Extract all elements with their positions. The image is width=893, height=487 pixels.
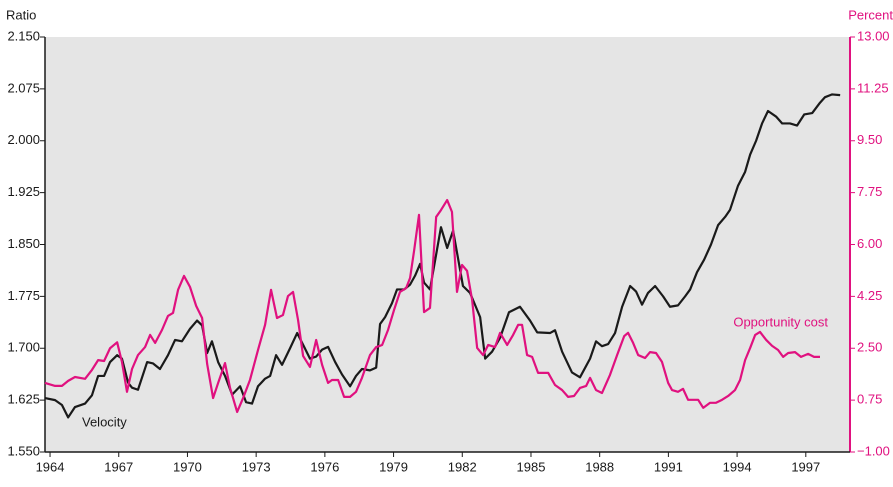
y2-tick-label: 6.00 bbox=[857, 236, 882, 251]
x-tick-label: 1964 bbox=[36, 459, 65, 474]
y2-tick-label: 7.75 bbox=[857, 184, 882, 199]
y2-tick-label: 2.50 bbox=[857, 340, 882, 355]
y-tick-label: 1.925 bbox=[7, 184, 40, 199]
x-tick-label: 1979 bbox=[379, 459, 408, 474]
y2-tick-label: 9.50 bbox=[857, 132, 882, 147]
x-tick-label: 1994 bbox=[723, 459, 752, 474]
x-tick-label: 1970 bbox=[173, 459, 202, 474]
y-tick-label: 2.075 bbox=[7, 80, 40, 95]
y2-tick-label: 13.00 bbox=[857, 28, 890, 43]
y2-axis-label: Percent bbox=[848, 7, 893, 22]
x-tick-label: 1967 bbox=[104, 459, 133, 474]
y-axis-label: Ratio bbox=[6, 7, 36, 22]
y-tick-label: 2.000 bbox=[7, 132, 40, 147]
y-tick-label: 1.550 bbox=[7, 443, 40, 458]
y2-tick-label: 11.25 bbox=[857, 80, 889, 95]
x-tick-label: 1985 bbox=[517, 459, 546, 474]
x-tick-label: 1988 bbox=[585, 459, 614, 474]
x-tick-label: 1997 bbox=[791, 459, 820, 474]
x-tick-label: 1982 bbox=[448, 459, 477, 474]
y-tick-label: 1.700 bbox=[7, 340, 40, 355]
y-tick-label: 2.150 bbox=[7, 28, 40, 43]
series-line bbox=[44, 198, 820, 414]
series-line bbox=[44, 93, 841, 419]
y2-tick-label: −1.00 bbox=[857, 443, 890, 458]
series-label: Opportunity cost bbox=[733, 314, 828, 329]
y-tick-label: 1.850 bbox=[7, 236, 40, 251]
series-label: Velocity bbox=[82, 414, 127, 429]
x-tick-label: 1991 bbox=[654, 459, 683, 474]
x-tick-label: 1976 bbox=[310, 459, 339, 474]
x-tick-label: 1973 bbox=[242, 459, 271, 474]
y-tick-label: 1.625 bbox=[7, 392, 40, 407]
y2-tick-label: 0.75 bbox=[857, 392, 882, 407]
y-tick-label: 1.775 bbox=[7, 288, 40, 303]
y2-tick-label: 4.25 bbox=[857, 288, 882, 303]
